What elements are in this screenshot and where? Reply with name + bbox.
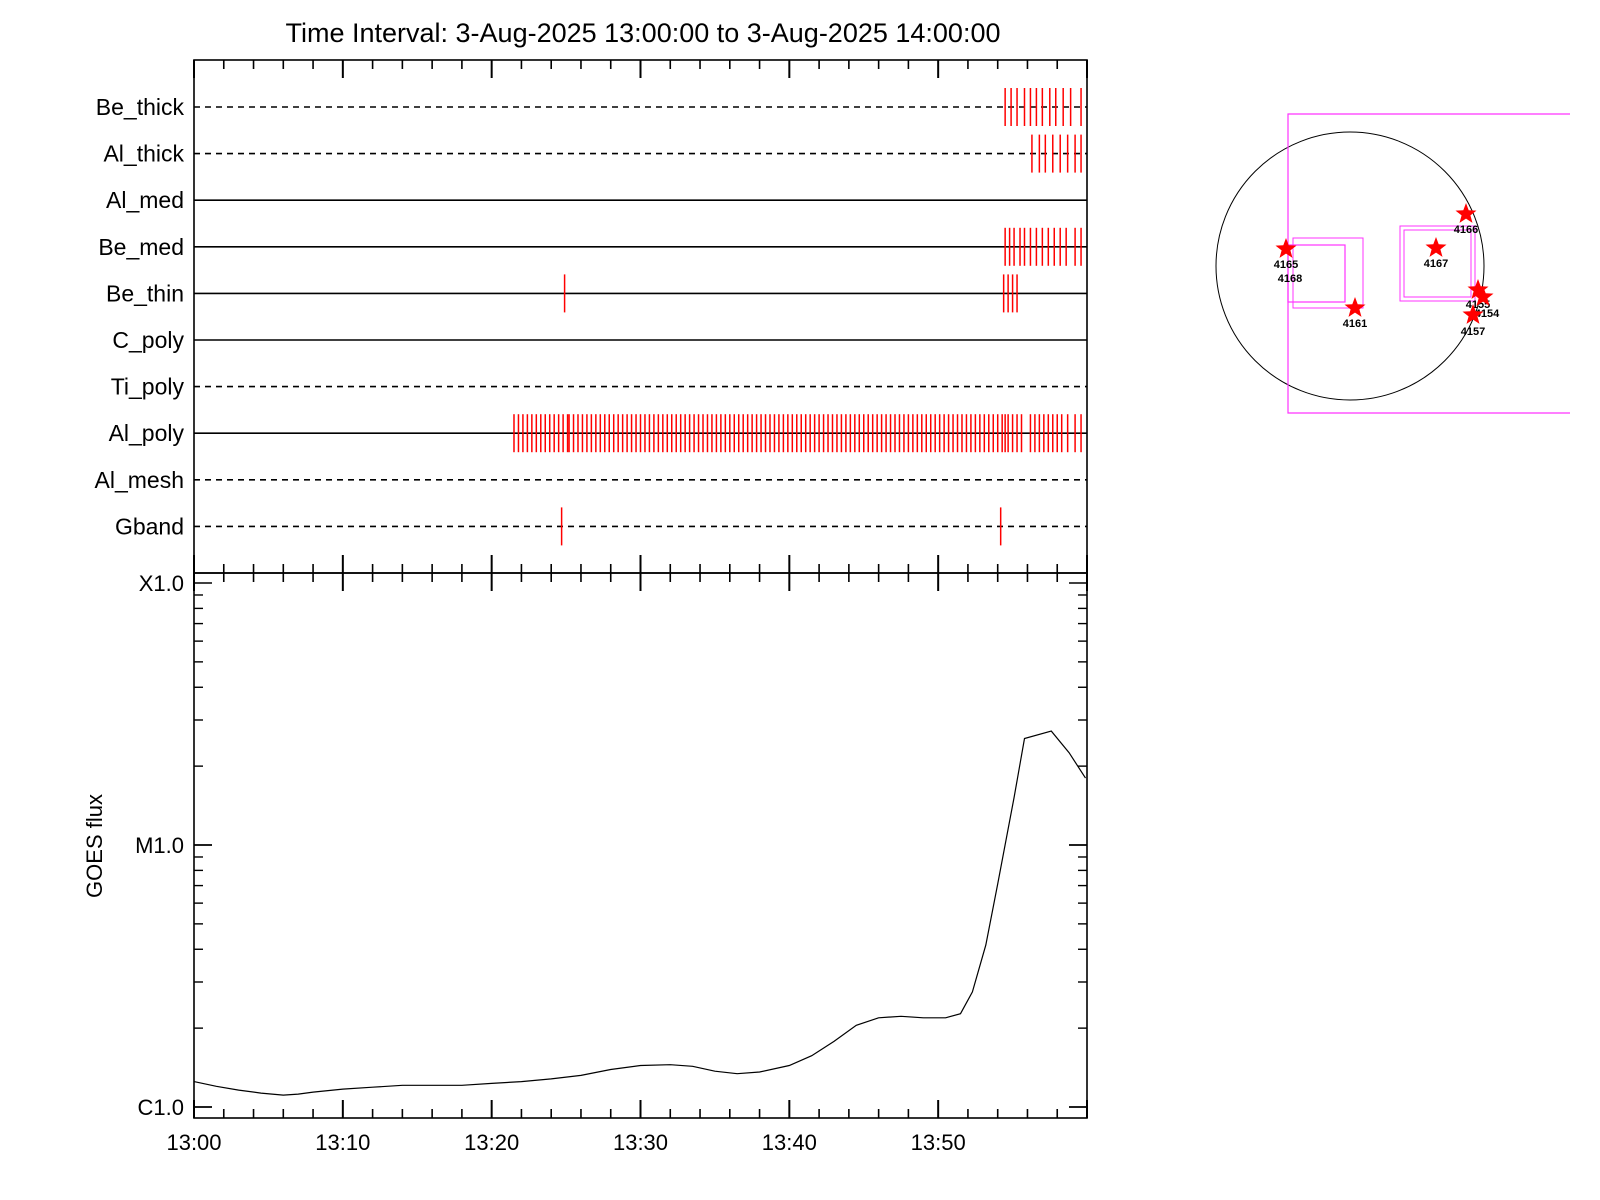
row-label: Al_thick: [103, 141, 184, 167]
timeline-row: Be_thick: [96, 88, 1087, 126]
active-region: 4157: [1461, 304, 1485, 338]
x-tick-label: 13:20: [464, 1130, 519, 1155]
active-region-label: 4166: [1454, 224, 1478, 236]
row-label: C_poly: [112, 327, 184, 353]
active-region: 4166: [1454, 203, 1478, 236]
timeline-row: C_poly: [112, 327, 1087, 353]
star-marker: [1467, 279, 1489, 299]
x-tick-label: 13:50: [911, 1130, 966, 1155]
star-marker: [1472, 286, 1494, 306]
goes-frame: [193, 572, 1088, 1119]
active-region-label: 4168: [1278, 273, 1302, 285]
fov-box: [1399, 225, 1476, 302]
active-region-label: 4154: [1475, 308, 1500, 320]
timeline-row: Ti_poly: [111, 374, 1087, 400]
y-axis-label: GOES flux: [82, 794, 107, 898]
active-region: 4165: [1274, 238, 1298, 271]
x-tick-label: 13:00: [166, 1130, 221, 1155]
row-label: Gband: [115, 513, 184, 539]
timeline-row: Gband: [115, 507, 1087, 546]
x-tick-label: 13:10: [315, 1130, 370, 1155]
active-region: 4154: [1472, 286, 1500, 320]
row-label: Ti_poly: [111, 374, 185, 400]
active-region-label: 4165: [1274, 259, 1298, 271]
active-region: 4168: [1278, 273, 1302, 285]
star-marker: [1462, 304, 1484, 324]
goes-flux-line: [193, 730, 1087, 1096]
x-tick-label: 13:30: [613, 1130, 668, 1155]
timeline-row: Be_thin: [106, 274, 1087, 313]
timeline-row: Al_thick: [103, 134, 1087, 173]
active-region-label: 4167: [1424, 258, 1448, 270]
star-marker: [1344, 297, 1366, 317]
active-region: 4161: [1343, 297, 1367, 330]
row-label: Be_thin: [106, 280, 184, 306]
row-label: Be_thick: [96, 94, 185, 120]
filter-timeline-panel: Be_thick Al_thick Al_med Be_med Be_thin C_pol…: [95, 88, 1087, 546]
active-region-label: 4157: [1461, 326, 1485, 338]
timeline-row: Al_poly: [109, 414, 1087, 453]
y-tick-label: X1.0: [139, 571, 184, 596]
timeline-row: Al_mesh: [95, 467, 1087, 493]
fov-box: [1292, 237, 1364, 309]
x-tick-label: 13:40: [762, 1130, 817, 1155]
row-label: Al_med: [106, 187, 184, 213]
active-region-label: 4161: [1343, 318, 1367, 330]
timeline-row: Be_med: [98, 227, 1087, 266]
fov-box: [1403, 229, 1472, 298]
chart-title: Time Interval: 3-Aug-2025 13:00:00 to 3-…: [286, 18, 1001, 48]
goes-flux-panel: C1.0 M1.0 X1.0 GOES flux 13:00 13:10 13:20 13:3…: [82, 571, 1087, 1155]
timeline-ticks: [193, 60, 1088, 1118]
star-marker: [1275, 238, 1297, 258]
solar-limb: [1215, 131, 1485, 401]
row-label: Be_med: [98, 234, 184, 260]
timeline-row: Al_med: [106, 187, 1087, 213]
fov-box: [1287, 244, 1346, 303]
y-tick-label: M1.0: [135, 833, 184, 858]
row-label: Al_poly: [109, 420, 185, 446]
star-marker: [1425, 237, 1447, 257]
y-tick-label: C1.0: [138, 1095, 184, 1120]
active-region: 4167: [1424, 237, 1448, 270]
star-marker: [1455, 203, 1477, 223]
timeline-frame: [193, 59, 1088, 574]
row-label: Al_mesh: [95, 467, 184, 493]
